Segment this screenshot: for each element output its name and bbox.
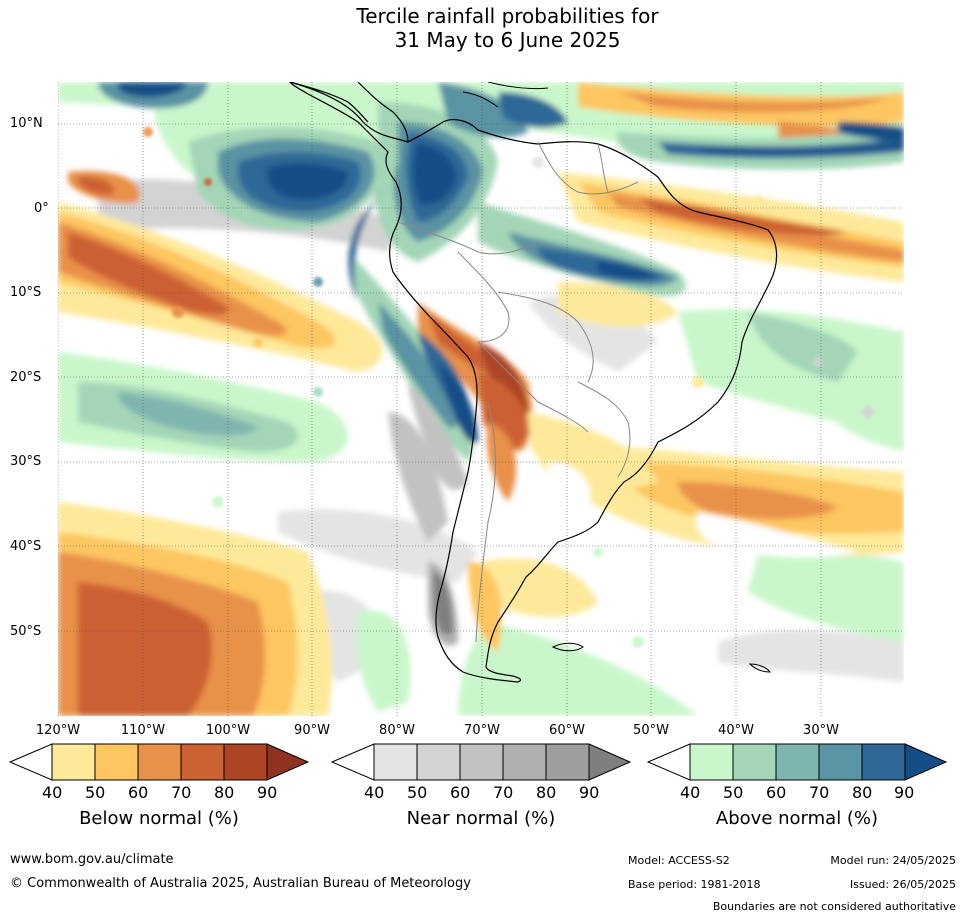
map-speckles (143, 127, 874, 687)
near-swatch-1 (373, 743, 418, 781)
caribbean-islands (462, 81, 549, 108)
below-swatch-1 (51, 743, 96, 781)
south-america-coastline (288, 80, 778, 683)
lon-label-30w: 30°W (803, 723, 839, 738)
below-tick-80: 80 (214, 783, 235, 802)
above-tick-50: 50 (723, 783, 744, 802)
rainfall-map (57, 80, 904, 716)
base-period-label: Base period: 1981-2018 (628, 878, 761, 891)
issued-label: Issued: 26/05/2025 (849, 878, 956, 891)
above-swatch-4 (818, 743, 863, 781)
near-swatch-0 (330, 743, 375, 781)
near-normal-colorbar (330, 743, 632, 781)
graticule (57, 82, 904, 716)
map-title: Tercile rainfall probabilities for 31 Ma… (0, 4, 965, 52)
lat-label-10n: 10°N (10, 116, 43, 131)
near-tick-90: 90 (579, 783, 600, 802)
near-swatch-6 (588, 743, 632, 781)
below-tick-60: 60 (128, 783, 149, 802)
near-tick-40: 40 (364, 783, 385, 802)
below-tick-40: 40 (42, 783, 63, 802)
lon-label-120w: 120°W (35, 723, 81, 738)
near-tick-80: 80 (536, 783, 557, 802)
above-swatch-5 (861, 743, 906, 781)
below-swatch-6 (266, 743, 310, 781)
lon-label-90w: 90°W (294, 723, 330, 738)
lon-label-60w: 60°W (549, 723, 585, 738)
website-link[interactable]: www.bom.gov.au/climate (10, 852, 174, 867)
title-line-1: Tercile rainfall probabilities for (356, 4, 659, 28)
lat-label-30s: 30°S (10, 454, 42, 469)
above-tick-90: 90 (894, 783, 915, 802)
title-line-2: 31 May to 6 June 2025 (394, 28, 621, 52)
above-swatch-6 (904, 743, 948, 781)
map-canvas (57, 80, 904, 716)
lat-label-0: 0° (34, 201, 49, 216)
below-swatch-4 (180, 743, 225, 781)
central-america-coastline (289, 81, 409, 143)
near-swatch-5 (545, 743, 590, 781)
above-tick-60: 60 (766, 783, 787, 802)
below-swatch-3 (137, 743, 182, 781)
above-swatch-2 (732, 743, 777, 781)
lon-label-80w: 80°W (379, 723, 415, 738)
below-tick-70: 70 (171, 783, 192, 802)
near-tick-50: 50 (407, 783, 428, 802)
lon-label-110w: 110°W (120, 723, 166, 738)
above-swatch-1 (689, 743, 734, 781)
copyright-text: © Commonwealth of Australia 2025, Austra… (10, 876, 471, 891)
near-swatch-2 (416, 743, 461, 781)
above-normal-colorbar (646, 743, 948, 781)
above-tick-40: 40 (680, 783, 701, 802)
below-tick-90: 90 (257, 783, 278, 802)
country-borders (397, 141, 639, 643)
above-tick-70: 70 (809, 783, 830, 802)
below-swatch-0 (8, 743, 53, 781)
below-normal-title: Below normal (%) (79, 808, 239, 829)
model-label: Model: ACCESS-S2 (628, 854, 730, 867)
above-swatch-3 (775, 743, 820, 781)
near-tick-60: 60 (450, 783, 471, 802)
lon-label-70w: 70°W (464, 723, 500, 738)
near-swatch-3 (459, 743, 504, 781)
probability-fields (58, 82, 904, 716)
below-swatch-2 (94, 743, 139, 781)
near-swatch-4 (502, 743, 547, 781)
above-tick-80: 80 (852, 783, 873, 802)
falkland-islands (551, 642, 584, 652)
near-normal-title: Near normal (%) (406, 808, 556, 829)
above-normal-title: Above normal (%) (715, 808, 879, 829)
disclaimer-text: Boundaries are not considered authoritat… (712, 900, 956, 913)
lat-label-20s: 20°S (10, 370, 42, 385)
lat-label-10s: 10°S (10, 285, 42, 300)
lat-label-50s: 50°S (10, 624, 42, 639)
above-swatch-0 (646, 743, 691, 781)
near-tick-70: 70 (493, 783, 514, 802)
below-swatch-5 (223, 743, 268, 781)
lat-label-40s: 40°S (10, 539, 42, 554)
south-georgia (748, 663, 772, 673)
lon-label-50w: 50°W (633, 723, 669, 738)
below-tick-50: 50 (85, 783, 106, 802)
lon-label-40w: 40°W (718, 723, 754, 738)
model-run-label: Model run: 24/05/2025 (830, 854, 956, 867)
lon-label-100w: 100°W (205, 723, 251, 738)
below-normal-colorbar (8, 743, 310, 781)
